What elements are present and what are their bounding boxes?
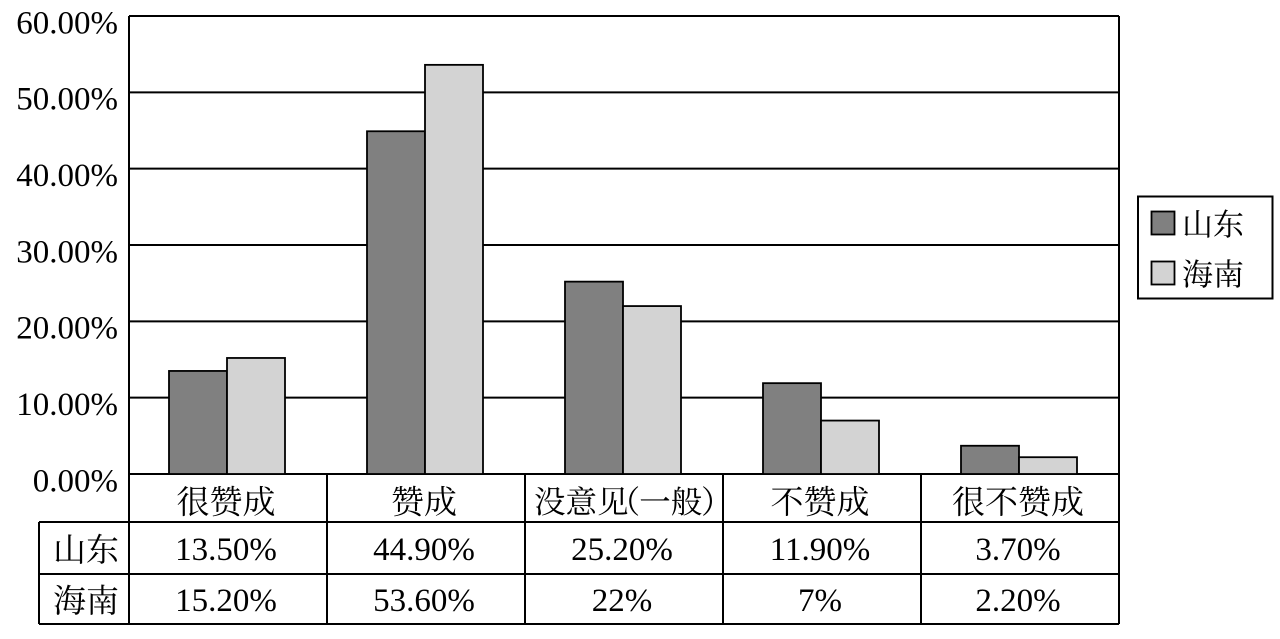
svg-text:13.50%: 13.50%: [175, 532, 277, 568]
svg-text:15.20%: 15.20%: [175, 583, 277, 619]
svg-text:44.90%: 44.90%: [373, 532, 475, 568]
svg-text:22%: 22%: [592, 583, 653, 619]
svg-text:3.70%: 3.70%: [975, 532, 1060, 568]
svg-text:2.20%: 2.20%: [975, 583, 1060, 619]
svg-text:30.00%: 30.00%: [16, 234, 118, 270]
svg-text:50.00%: 50.00%: [16, 82, 118, 118]
svg-text:0.00%: 0.00%: [33, 463, 118, 499]
svg-text:7%: 7%: [798, 583, 842, 619]
svg-text:53.60%: 53.60%: [373, 583, 475, 619]
svg-text:25.20%: 25.20%: [571, 532, 673, 568]
svg-text:60.00%: 60.00%: [16, 5, 118, 41]
svg-text:40.00%: 40.00%: [16, 158, 118, 194]
svg-text:11.90%: 11.90%: [770, 532, 871, 568]
svg-text:20.00%: 20.00%: [16, 311, 118, 347]
svg-text:10.00%: 10.00%: [16, 387, 118, 423]
